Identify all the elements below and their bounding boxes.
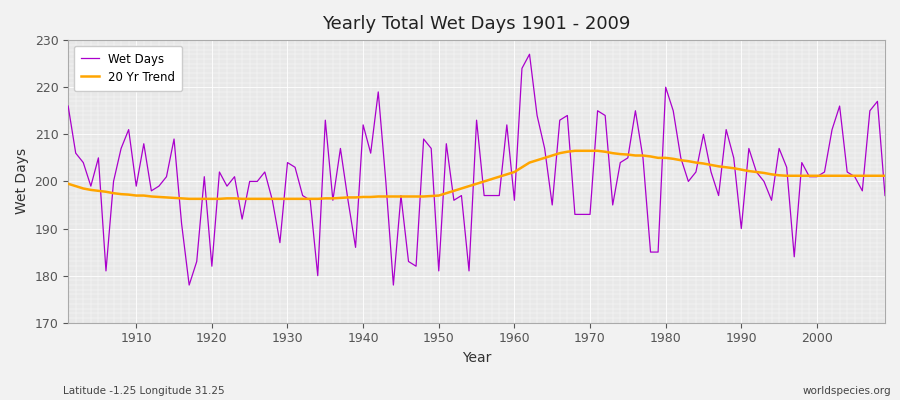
Wet Days <box>615 160 626 165</box>
20 Yr Trend <box>297 196 308 201</box>
Text: worldspecies.org: worldspecies.org <box>803 386 891 396</box>
Wet Days <box>184 283 194 288</box>
Wet Days <box>517 66 527 71</box>
20 Yr Trend <box>184 196 194 201</box>
20 Yr Trend <box>343 195 354 200</box>
Y-axis label: Wet Days: Wet Days <box>15 148 29 214</box>
Text: Latitude -1.25 Longitude 31.25: Latitude -1.25 Longitude 31.25 <box>63 386 225 396</box>
20 Yr Trend <box>879 173 890 178</box>
Wet Days <box>509 198 520 203</box>
20 Yr Trend <box>63 181 74 186</box>
Wet Days <box>123 127 134 132</box>
Wet Days <box>524 52 535 57</box>
20 Yr Trend <box>570 148 580 153</box>
20 Yr Trend <box>123 192 134 197</box>
Wet Days <box>343 198 354 203</box>
Wet Days <box>63 104 74 108</box>
20 Yr Trend <box>509 170 520 174</box>
X-axis label: Year: Year <box>462 351 491 365</box>
Wet Days <box>879 193 890 198</box>
20 Yr Trend <box>615 152 626 156</box>
Line: Wet Days: Wet Days <box>68 54 885 285</box>
Line: 20 Yr Trend: 20 Yr Trend <box>68 151 885 199</box>
Wet Days <box>297 193 308 198</box>
Title: Yearly Total Wet Days 1901 - 2009: Yearly Total Wet Days 1901 - 2009 <box>322 15 631 33</box>
20 Yr Trend <box>517 165 527 170</box>
Legend: Wet Days, 20 Yr Trend: Wet Days, 20 Yr Trend <box>74 46 183 91</box>
